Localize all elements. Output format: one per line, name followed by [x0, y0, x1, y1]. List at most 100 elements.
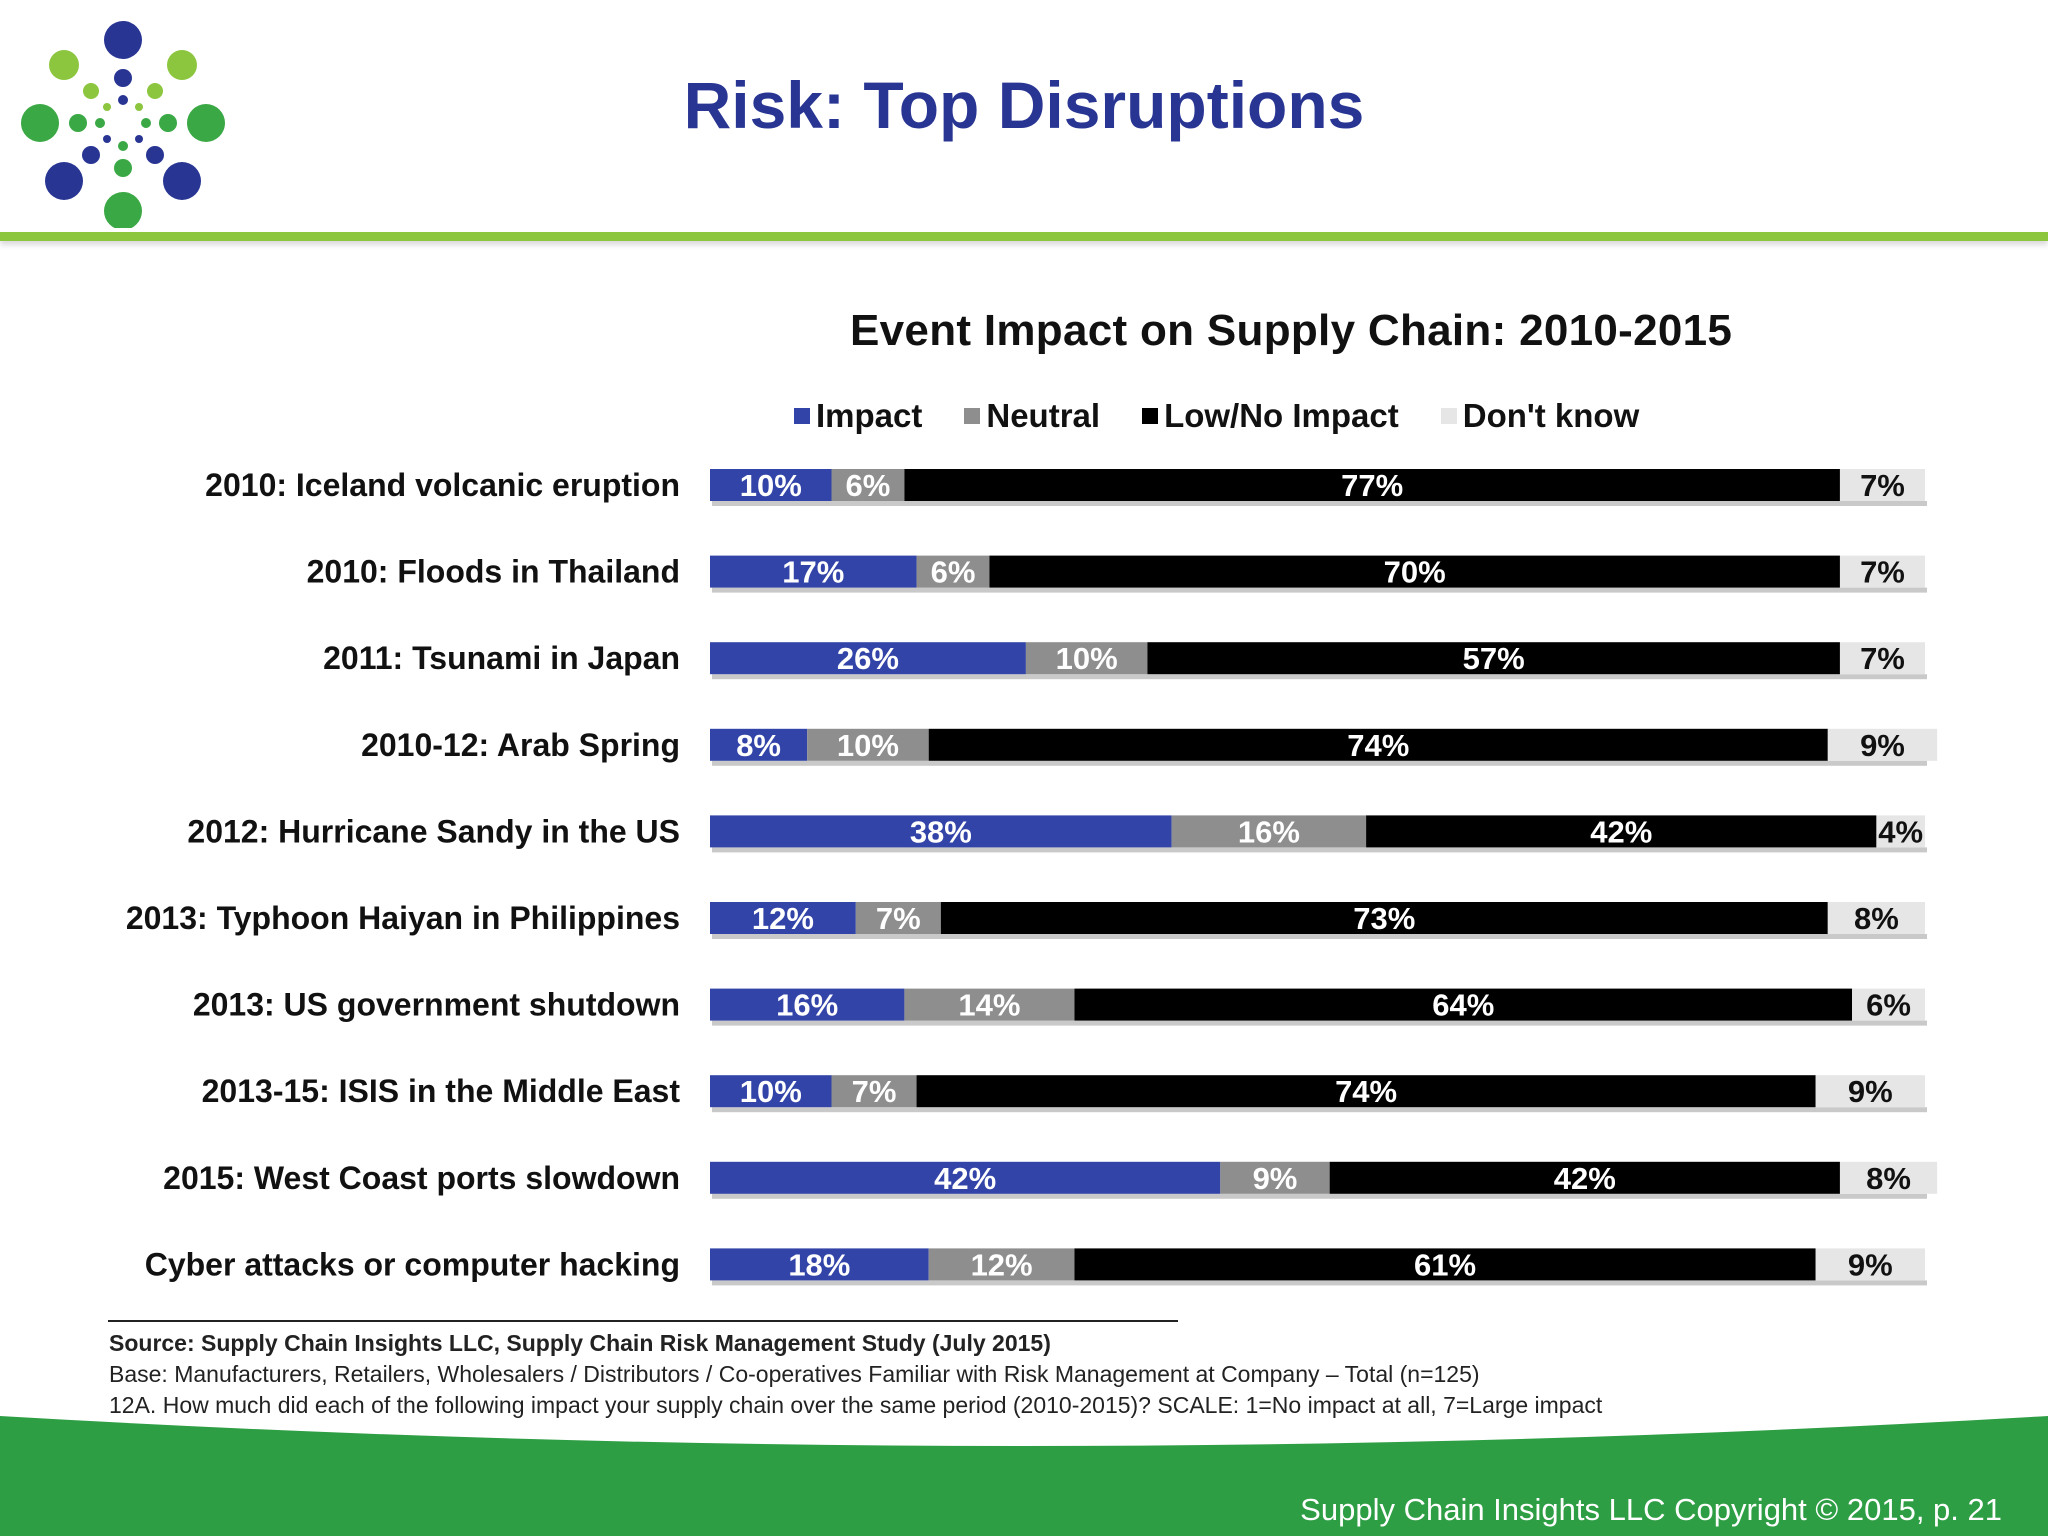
data-label-don-t-know: 8% — [1854, 901, 1899, 936]
category-label: 2012: Hurricane Sandy in the US — [187, 813, 680, 849]
bar-segment-impact — [710, 988, 905, 1021]
bar-segment-don-t-know — [1876, 815, 1925, 848]
data-label-low-no-impact: 42% — [1590, 814, 1652, 849]
legend-item-impact: Impact — [794, 397, 922, 435]
bar-shadow — [712, 501, 1927, 506]
bar-segment-low-no-impact — [1074, 1248, 1816, 1281]
data-label-impact: 18% — [788, 1247, 850, 1282]
bar-segment-don-t-know — [1827, 902, 1925, 934]
data-label-impact: 26% — [837, 641, 899, 676]
legend-item-low-no-impact: Low/No Impact — [1142, 397, 1399, 435]
data-label-impact: 38% — [910, 814, 972, 849]
legend-swatch-neutral — [964, 408, 981, 424]
bar-segment-impact — [710, 902, 856, 934]
bar-segment-don-t-know — [1839, 555, 1925, 588]
bar-segment-neutral — [855, 902, 941, 934]
data-label-don-t-know: 8% — [1866, 1161, 1911, 1196]
data-label-low-no-impact: 77% — [1341, 468, 1403, 503]
bar-segment-low-no-impact — [1366, 815, 1877, 848]
bar-shadow — [712, 934, 1927, 939]
question-line: 12A. How much did each of the following … — [109, 1392, 1603, 1418]
data-label-low-no-impact: 64% — [1432, 988, 1494, 1023]
bar-segment-don-t-know — [1839, 642, 1925, 675]
legend-swatch-low-no-impact — [1142, 408, 1159, 424]
legend-label-dont-know: Don't know — [1462, 397, 1640, 434]
data-label-impact: 10% — [740, 1074, 802, 1109]
legend-item-dont-know: Don't know — [1440, 397, 1640, 435]
bar-shadow — [712, 674, 1927, 680]
data-label-neutral: 16% — [1238, 814, 1300, 849]
bar-segment-impact — [710, 728, 808, 761]
data-label-impact: 8% — [736, 728, 781, 763]
bar-segment-neutral — [928, 1248, 1075, 1281]
page-title: Risk: Top Disruptions — [683, 68, 1365, 142]
bar-segment-don-t-know — [1839, 469, 1925, 501]
data-label-neutral: 7% — [876, 901, 921, 936]
data-label-low-no-impact: 42% — [1554, 1161, 1616, 1196]
bar-segment-low-no-impact — [1147, 642, 1840, 675]
bar-shadow — [712, 587, 1927, 593]
base-line: Base: Manufacturers, Retailers, Wholesal… — [109, 1361, 1480, 1387]
data-label-neutral: 10% — [1056, 641, 1118, 676]
category-label: 2015: West Coast ports slowdown — [163, 1160, 680, 1196]
source-line: Source: Supply Chain Insights LLC, Suppl… — [109, 1330, 1051, 1356]
data-label-low-no-impact: 74% — [1335, 1074, 1397, 1109]
data-label-don-t-know: 9% — [1848, 1074, 1893, 1109]
data-label-neutral: 6% — [931, 555, 976, 590]
bar-segment-low-no-impact — [916, 1075, 1816, 1108]
category-label: 2010-12: Arab Spring — [361, 727, 680, 763]
data-label-don-t-know: 7% — [1860, 641, 1905, 676]
bar-segment-don-t-know — [1815, 1075, 1925, 1108]
legend-swatch-dont-know — [1440, 408, 1457, 424]
category-label: Cyber attacks or computer hacking — [145, 1246, 680, 1282]
bar-segment-impact — [710, 1248, 929, 1281]
data-label-neutral: 12% — [971, 1247, 1033, 1282]
footer-band — [0, 1416, 2048, 1536]
category-label: 2010: Iceland volcanic eruption — [205, 467, 680, 503]
bar-segment-low-no-impact — [940, 902, 1828, 934]
bar-segment-don-t-know — [1852, 988, 1925, 1021]
bar-segment-don-t-know — [1839, 1161, 1938, 1194]
data-label-impact: 10% — [740, 468, 802, 503]
bar-shadow — [712, 1193, 1927, 1199]
data-label-don-t-know: 6% — [1866, 988, 1911, 1023]
bar-segment-neutral — [1025, 642, 1148, 675]
dot-burst-logo-icon — [21, 21, 225, 228]
bar-segment-low-no-impact — [928, 728, 1828, 761]
bar-segment-low-no-impact — [1074, 988, 1853, 1021]
bar-segment-low-no-impact — [989, 555, 1840, 588]
source-notes: Source: Supply Chain Insights LLC, Suppl… — [109, 1328, 1602, 1421]
bar-shadow — [712, 847, 1927, 853]
bar-segment-don-t-know — [1815, 1248, 1925, 1281]
bar-shadow — [712, 1107, 1927, 1113]
bar-segment-impact — [710, 642, 1026, 675]
bar-segment-neutral — [831, 469, 905, 501]
bar-segment-impact — [710, 1075, 832, 1108]
bar-segment-neutral — [904, 988, 1075, 1021]
data-label-don-t-know: 9% — [1860, 728, 1905, 763]
category-label: 2013-15: ISIS in the Middle East — [202, 1073, 681, 1109]
category-label: 2013: Typhoon Haiyan in Philippines — [126, 900, 680, 936]
bar-segment-neutral — [807, 728, 929, 761]
chart-legend: Impact Neutral Low/No Impact Don't know — [794, 397, 1681, 435]
data-label-don-t-know: 7% — [1860, 555, 1905, 590]
data-label-neutral: 9% — [1253, 1161, 1298, 1196]
category-label: 2010: Floods in Thailand — [307, 554, 680, 590]
chart-title: Event Impact on Supply Chain: 2010-2015 — [850, 306, 1733, 355]
data-label-don-t-know: 7% — [1860, 468, 1905, 503]
category-label: 2011: Tsunami in Japan — [323, 640, 680, 676]
bar-segment-low-no-impact — [904, 469, 1840, 501]
data-label-low-no-impact: 57% — [1463, 641, 1525, 676]
data-label-don-t-know: 9% — [1848, 1247, 1893, 1282]
data-label-low-no-impact: 61% — [1414, 1247, 1476, 1282]
bar-segment-don-t-know — [1827, 728, 1938, 761]
bar-segment-impact — [710, 1161, 1221, 1194]
legend-label-neutral: Neutral — [986, 397, 1101, 434]
legend-swatch-impact — [794, 408, 810, 424]
legend-item-neutral: Neutral — [964, 397, 1100, 435]
data-label-low-no-impact: 70% — [1384, 555, 1446, 590]
bar-segment-neutral — [916, 555, 990, 588]
legend-label-low-no-impact: Low/No Impact — [1164, 397, 1399, 434]
data-label-low-no-impact: 73% — [1353, 901, 1415, 936]
bar-segment-neutral — [1220, 1161, 1330, 1194]
